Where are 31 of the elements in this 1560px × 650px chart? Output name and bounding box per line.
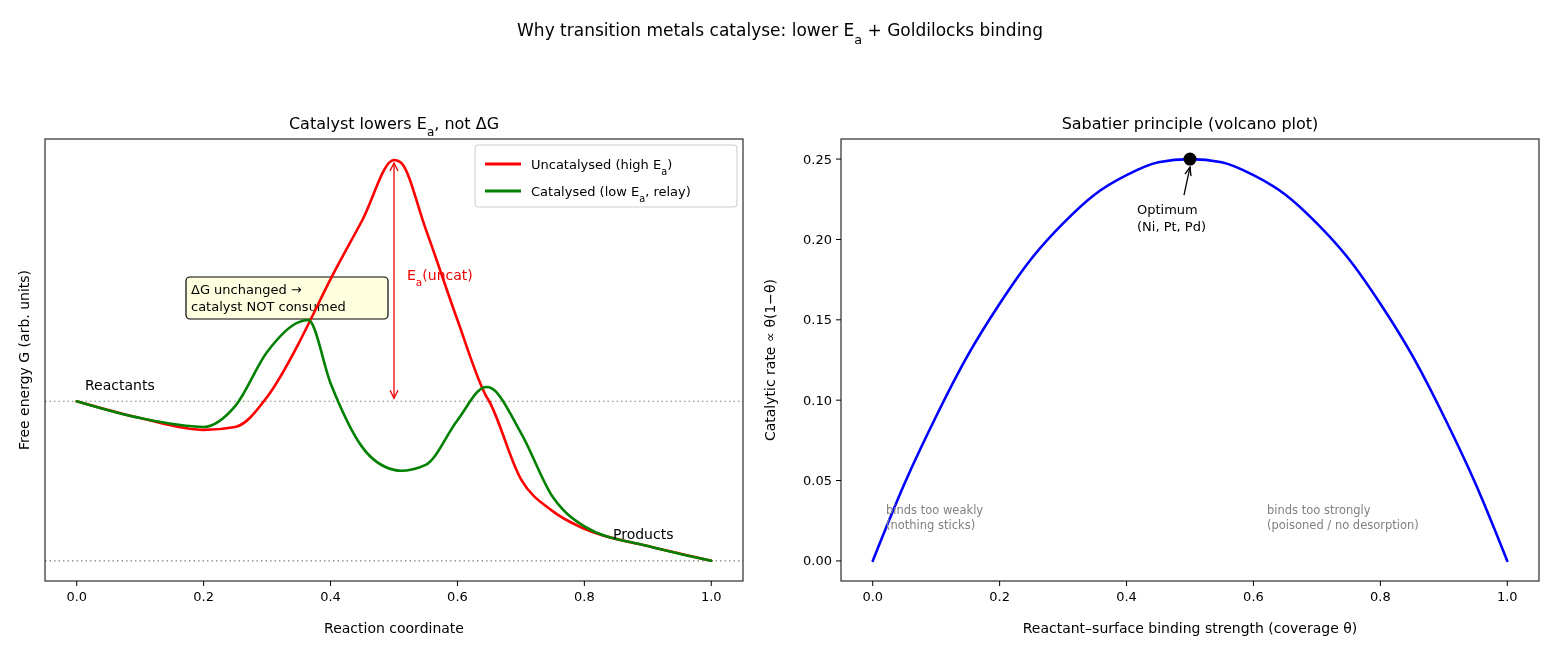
y-tick-label: 0.00 <box>803 553 832 569</box>
y-tick-label: 0.15 <box>803 312 832 328</box>
text: Why transition metals catalyse: lower E$_{a}$ + Goldilocks binding <box>517 20 1043 47</box>
chart-title: Catalyst lowers E$_{a}$, not ΔG <box>288 114 500 139</box>
y-axis-title: Free energy G (arb. units) <box>16 269 32 451</box>
y-tick-label: 0.05 <box>803 473 832 489</box>
annotation: binds too strongly (poisoned / no desorption) <box>1267 503 1419 532</box>
annotation: Optimum (Ni, Pt, Pd) <box>1137 202 1207 235</box>
x-tick-label: 0.0 <box>862 589 884 604</box>
x-tick-label: 1.0 <box>1496 589 1518 604</box>
x-tick-label: 0.6 <box>447 589 468 604</box>
y-tick-label: 0.20 <box>803 232 832 247</box>
x-tick-label: 0.8 <box>1370 589 1391 604</box>
x-tick-label: 1.0 <box>700 589 722 604</box>
chart-title: Sabatier principle (volcano plot) <box>1061 114 1319 133</box>
y-tick-label: 0.10 <box>803 392 832 408</box>
x-tick-label: 0.4 <box>1116 589 1137 604</box>
x-tick-label: 0.0 <box>66 589 88 604</box>
x-axis-title: Reaction coordinate <box>324 620 464 636</box>
legend-label: Uncatalysed (high E$_{a}$) <box>531 156 673 177</box>
x-tick-label: 0.6 <box>1243 589 1264 604</box>
x-tick-label: 0.2 <box>193 589 214 604</box>
x-tick-label: 0.8 <box>574 589 595 604</box>
annotation: Products <box>613 526 674 542</box>
x-axis-title: Reactant–surface binding strength (coverage θ) <box>1022 620 1358 636</box>
annotation: Reactants <box>85 377 155 393</box>
y-axis-title: Catalytic rate ∝ θ(1−θ) <box>762 278 778 442</box>
x-tick-label: 0.4 <box>320 589 341 604</box>
x-tick-label: 0.2 <box>989 589 1010 604</box>
y-tick-label: 0.25 <box>803 151 832 167</box>
legend-label: Catalysed (low E$_{a}$, relay) <box>531 183 691 204</box>
